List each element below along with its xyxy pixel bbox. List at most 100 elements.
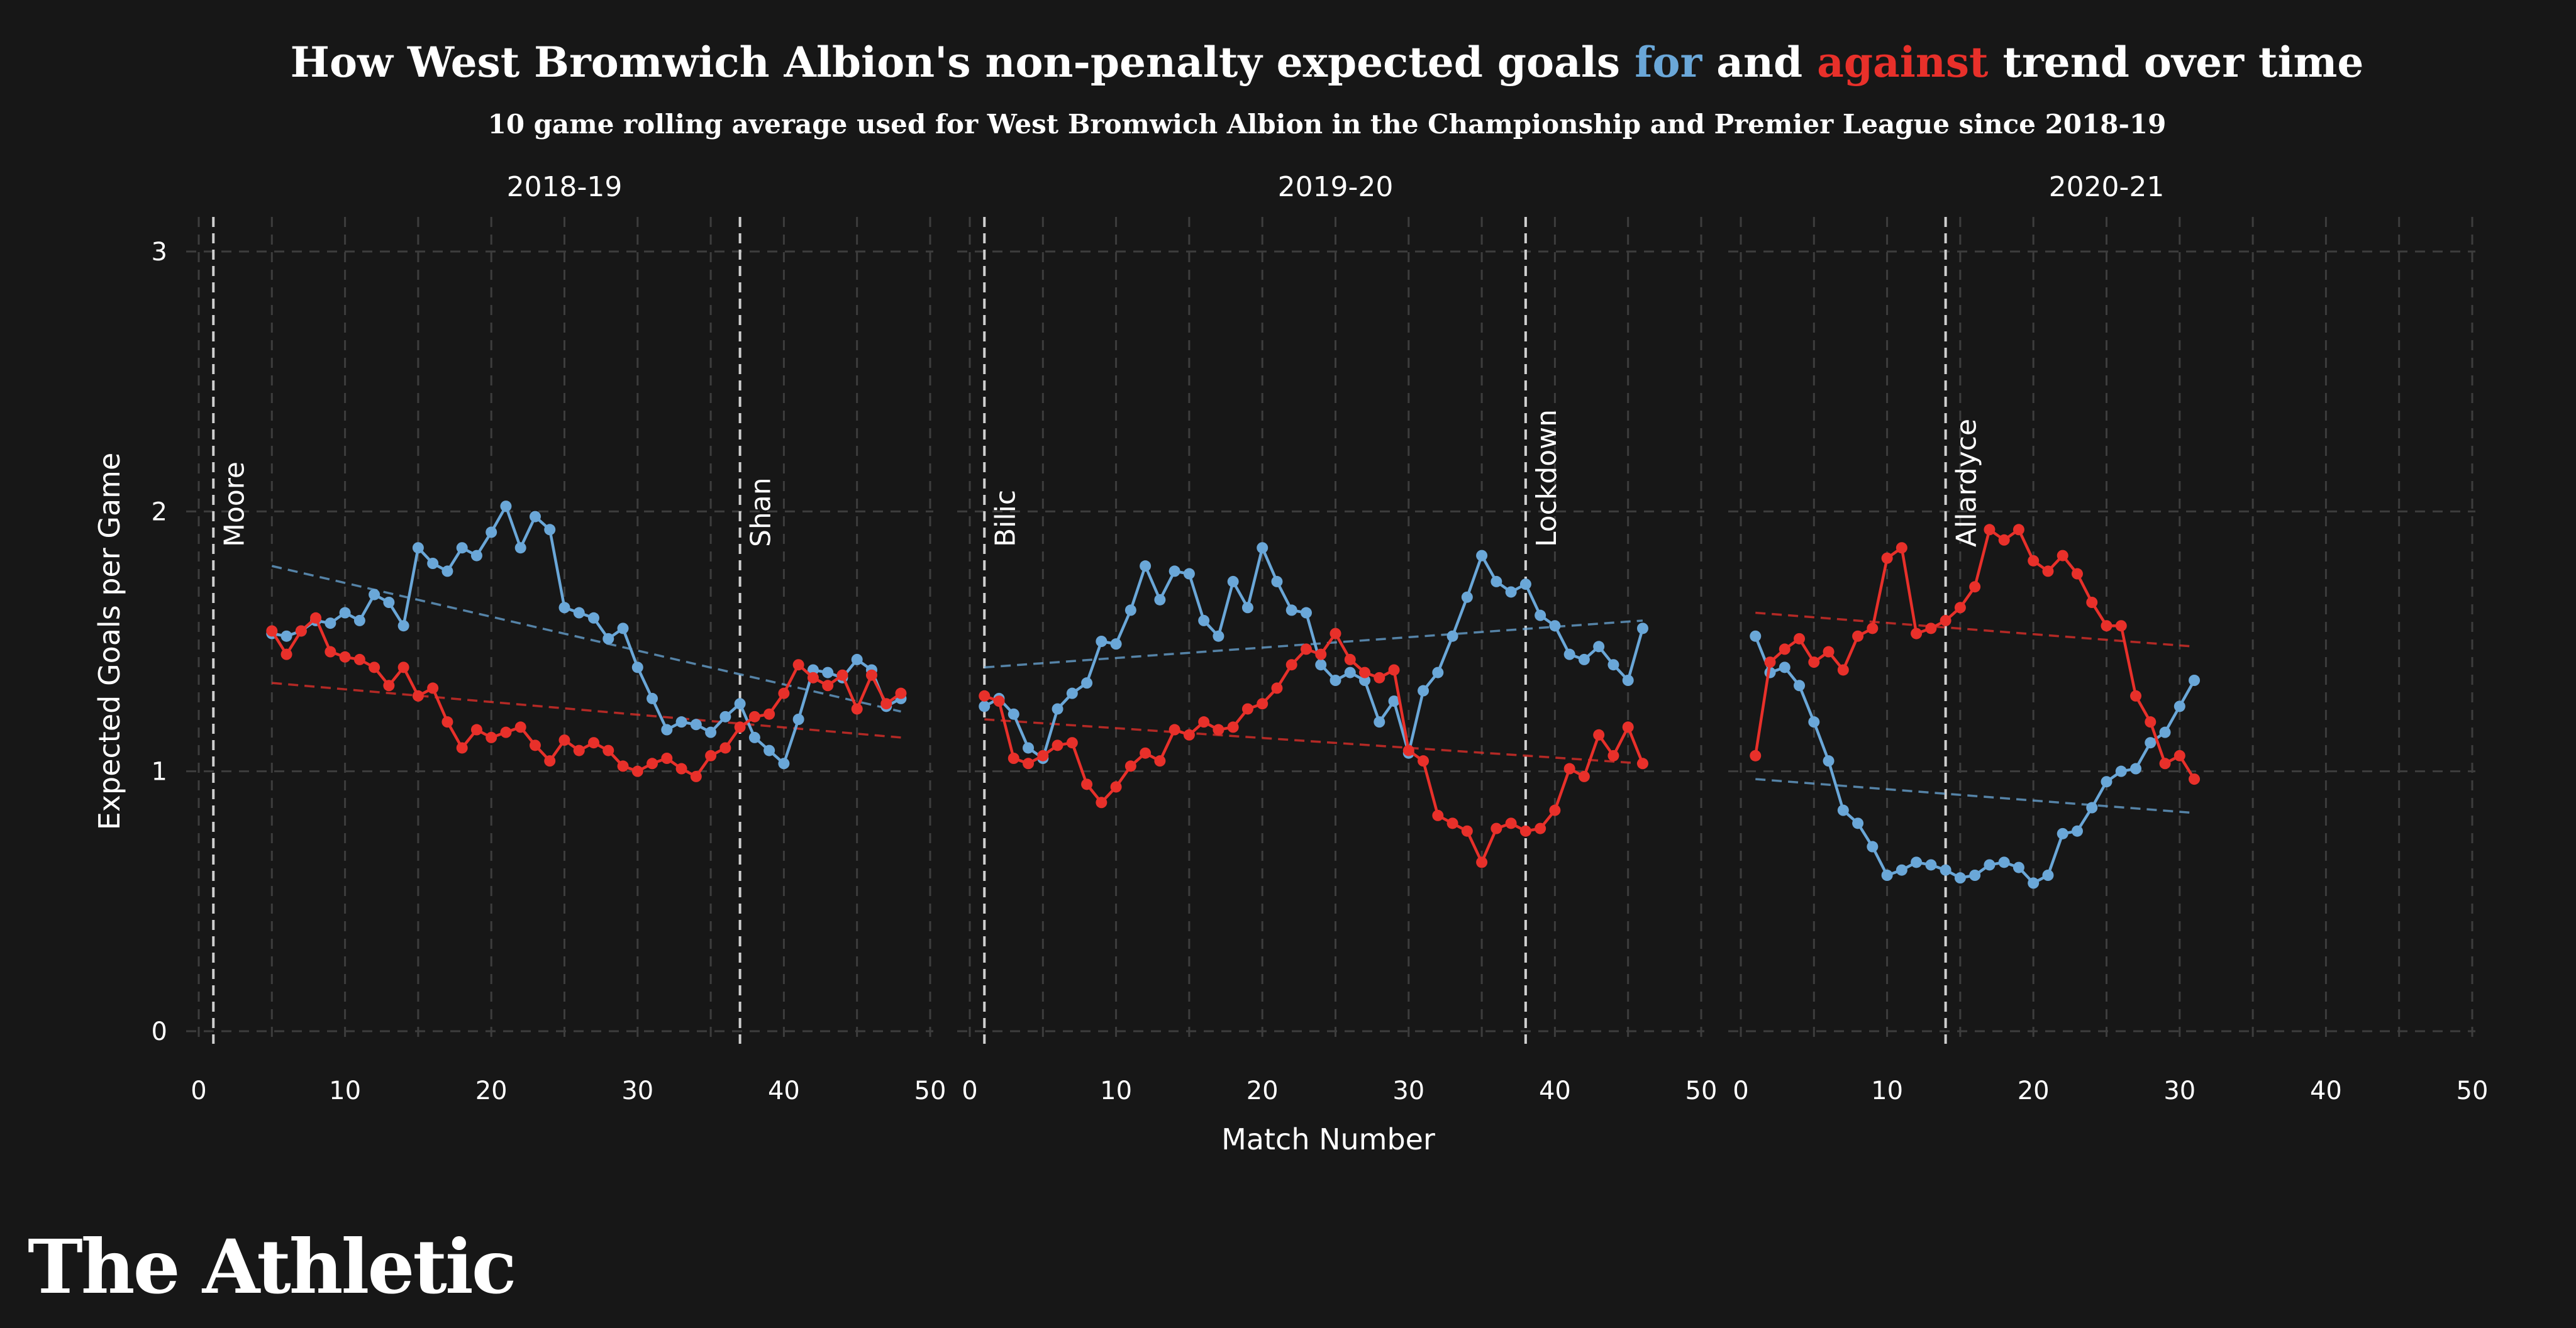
data-point-against xyxy=(2101,620,2112,632)
data-point-for xyxy=(734,698,746,710)
data-point-for xyxy=(2057,827,2068,839)
data-point-for xyxy=(1794,680,1806,692)
data-point-for xyxy=(1476,550,1488,562)
data-point-for xyxy=(1154,594,1166,606)
manager-marker-label: Moore xyxy=(218,462,250,547)
data-point-against xyxy=(470,724,482,736)
data-point-for xyxy=(1344,667,1356,678)
data-point-against xyxy=(1622,721,1634,733)
data-point-against xyxy=(1505,817,1517,829)
data-point-against xyxy=(1227,721,1239,733)
data-point-for xyxy=(617,622,629,634)
data-point-against xyxy=(602,744,614,756)
data-point-against xyxy=(617,760,629,772)
data-point-for xyxy=(2189,675,2201,686)
data-point-against xyxy=(573,744,585,756)
data-point-against xyxy=(822,680,834,692)
chart-title-part: against xyxy=(1817,38,1989,87)
data-point-for xyxy=(353,614,365,626)
data-point-for xyxy=(631,661,643,673)
data-point-against xyxy=(1925,622,1937,634)
data-point-against xyxy=(325,646,336,658)
data-point-against xyxy=(719,742,731,754)
data-point-for xyxy=(1593,641,1605,653)
data-point-against xyxy=(1867,622,1879,634)
x-tick-label: 40 xyxy=(2310,1076,2342,1105)
data-point-for xyxy=(1096,636,1108,647)
data-point-against xyxy=(1023,758,1035,770)
x-tick-label: 10 xyxy=(1100,1076,1132,1105)
data-point-for xyxy=(1169,565,1180,577)
data-point-for xyxy=(2130,763,2142,775)
manager-marker-label: Allardyce xyxy=(1951,419,1983,547)
chart-panels: 2018-19 0 10 20 30 40 50 0 1 2 3 Moore Shan 2019-20 0 1… xyxy=(152,171,2489,1105)
data-point-against xyxy=(2012,524,2024,536)
data-point-for xyxy=(1461,591,1473,603)
data-point-against xyxy=(1940,614,1951,626)
data-point-for xyxy=(2028,877,2040,889)
data-point-against xyxy=(631,765,643,777)
chart-title-part: trend over time xyxy=(1989,38,2364,87)
data-point-against xyxy=(1124,760,1136,772)
x-tick-label: 50 xyxy=(914,1076,947,1105)
data-point-for xyxy=(1491,575,1502,587)
data-point-against xyxy=(1519,825,1531,837)
manager-marker-label: Shan xyxy=(745,477,777,547)
data-point-against xyxy=(690,770,702,782)
data-point-against xyxy=(2086,597,2098,608)
data-point-for xyxy=(1519,578,1531,590)
data-point-for xyxy=(1837,804,1849,816)
series-line-for xyxy=(984,546,1645,760)
data-point-against xyxy=(1183,729,1195,741)
data-point-against xyxy=(1169,724,1180,736)
data-point-for xyxy=(470,550,482,562)
data-point-for xyxy=(544,524,556,536)
data-point-for xyxy=(1388,695,1400,707)
panel-2020-21: 2020-21 0 10 20 30 40 50 Allardyce xyxy=(1728,171,2488,1105)
data-point-against xyxy=(1549,804,1561,816)
data-point-against xyxy=(1388,664,1400,676)
data-point-against xyxy=(1954,602,1966,614)
data-point-against xyxy=(529,739,541,751)
data-point-for xyxy=(1418,685,1430,697)
data-point-against xyxy=(383,680,395,692)
x-tick-label: 40 xyxy=(1539,1076,1571,1105)
data-point-against xyxy=(763,708,775,720)
y-axis-label: Expected Goals per Game xyxy=(92,453,126,831)
data-point-for xyxy=(1300,607,1312,619)
data-point-for xyxy=(1954,872,1966,884)
data-point-for xyxy=(2145,737,2157,749)
series-line-for xyxy=(271,504,902,765)
data-point-against xyxy=(353,653,365,665)
data-point-for xyxy=(602,633,614,645)
data-point-for xyxy=(325,617,336,629)
data-point-for xyxy=(690,719,702,731)
chart-title-part: for xyxy=(1635,38,1702,87)
data-point-against xyxy=(1081,778,1093,790)
data-point-for xyxy=(1779,661,1790,673)
data-point-for xyxy=(1315,659,1327,671)
data-point-for xyxy=(383,597,395,608)
data-point-for xyxy=(2086,802,2098,814)
data-point-against xyxy=(1285,659,1297,671)
data-point-for xyxy=(661,724,673,736)
data-point-against xyxy=(1066,737,1078,749)
data-point-against xyxy=(1198,716,1210,728)
data-point-for xyxy=(1984,859,1996,871)
data-point-for xyxy=(573,607,585,619)
data-point-against xyxy=(1593,729,1605,741)
data-point-for xyxy=(514,542,526,554)
data-point-for xyxy=(647,692,658,704)
data-point-for xyxy=(1213,630,1224,642)
data-point-for xyxy=(1241,602,1253,614)
data-point-for xyxy=(1183,568,1195,580)
y-tick-label: 1 xyxy=(152,758,167,787)
data-point-against xyxy=(1359,667,1371,678)
data-point-for xyxy=(1330,675,1341,686)
data-point-against xyxy=(1491,822,1502,834)
data-point-against xyxy=(1330,628,1341,639)
chart-title-part: How West Bromwich Albion's non-penalty e… xyxy=(291,38,1635,87)
data-point-for xyxy=(529,511,541,523)
data-point-for xyxy=(1998,856,2010,868)
